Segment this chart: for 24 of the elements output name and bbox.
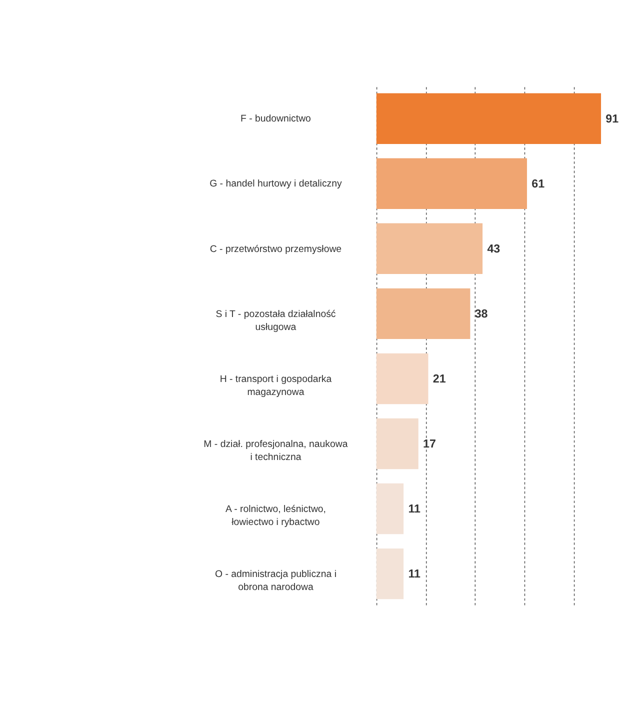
data-label: 11 (408, 568, 422, 581)
data-label: 11 (408, 502, 422, 516)
bar (376, 288, 470, 340)
y-tick-label: S i T - pozostała działalność usługowa (216, 308, 336, 333)
y-tick-label: F - budownictwo (240, 114, 311, 125)
data-label: 61 (532, 178, 546, 191)
bar (376, 483, 404, 534)
bar (376, 418, 418, 470)
y-tick-label: H - transport i gospodarka magazynowa (220, 374, 332, 398)
bar (376, 158, 527, 209)
data-label: 21 (432, 372, 446, 386)
data-label: 43 (487, 242, 501, 256)
y-tick-label: C - przetwórstwo przemysłowe (210, 244, 342, 255)
bar (376, 548, 404, 600)
y-tick-label: A - rolnictwo, leśnictwo, łowiectwo i rybactwo (225, 504, 326, 528)
bar (376, 353, 428, 404)
bar (376, 223, 483, 274)
y-tick-label: O - administracja publiczna i obrona narodowa (214, 568, 336, 594)
y-tick-label: M - dział. profesjonalna, naukowa i techniczna (204, 438, 348, 464)
data-label: 17 (423, 438, 436, 451)
y-tick-label: G - handel hurtowy i detaliczny (210, 178, 342, 190)
data-label: 91 (606, 112, 620, 126)
data-label: 38 (474, 308, 488, 321)
bar (376, 93, 602, 144)
